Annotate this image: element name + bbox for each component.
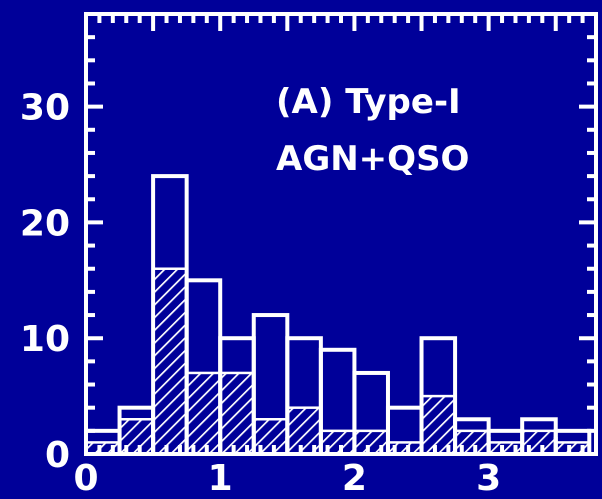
y-tick-label: 10 bbox=[20, 319, 70, 360]
hatched-bar bbox=[185, 371, 222, 454]
x-tick-label: 1 bbox=[208, 458, 233, 494]
axis-ticks bbox=[84, 12, 598, 456]
y-tick-label: 30 bbox=[20, 88, 70, 129]
annotation-line-2: AGN+QSO bbox=[276, 139, 469, 179]
outline-bar bbox=[419, 336, 458, 454]
hatched-bar bbox=[218, 371, 256, 454]
y-tick-label: 0 bbox=[45, 435, 70, 476]
x-tick-label: 3 bbox=[476, 458, 501, 494]
annotation-line-1: (A) Type-I bbox=[276, 82, 461, 122]
y-tick-label: 20 bbox=[20, 203, 70, 244]
hatched-bar bbox=[151, 267, 188, 454]
x-tick-label: 2 bbox=[342, 458, 367, 494]
x-tick-label: 0 bbox=[73, 458, 98, 494]
